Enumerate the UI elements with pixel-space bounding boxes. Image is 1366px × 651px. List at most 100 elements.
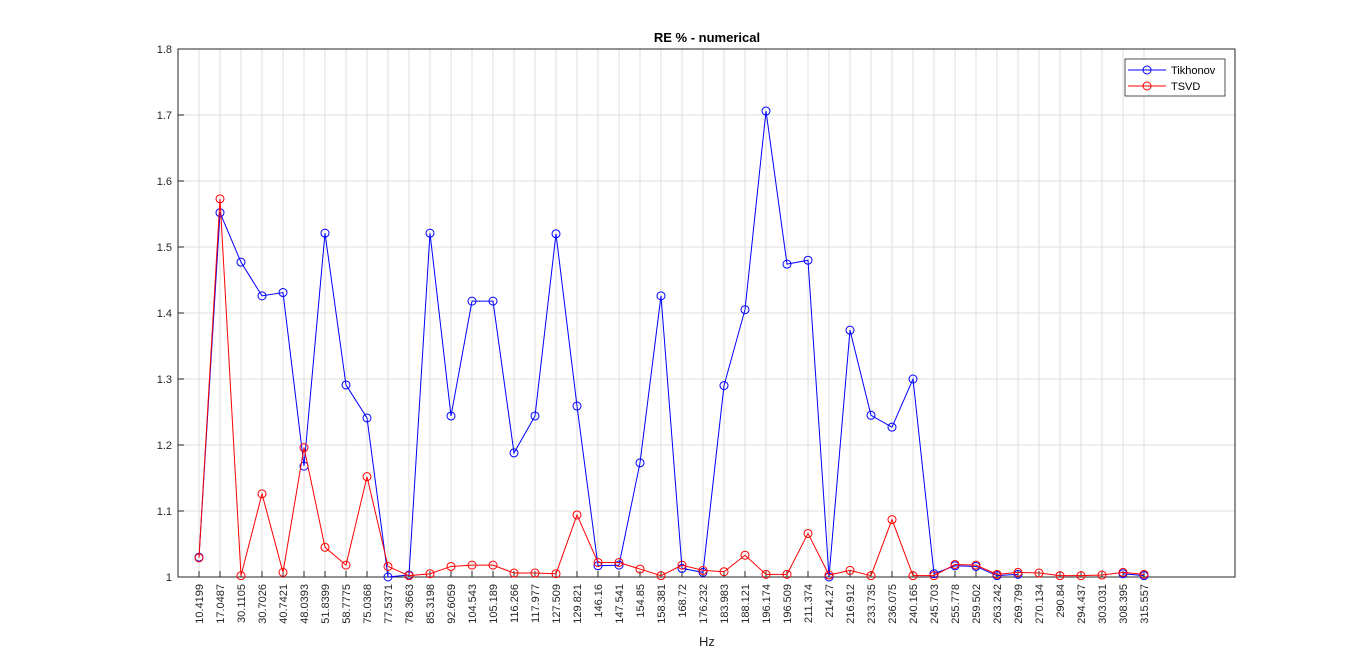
- x-tick-label: 58.7775: [341, 584, 353, 624]
- data-point-tikhonov: [278, 288, 288, 298]
- data-point-tikhonov: [677, 563, 687, 573]
- data-point-tsvd: [509, 568, 519, 578]
- x-tick-label: 117.977: [530, 584, 542, 623]
- x-tick-label: 85.3198: [425, 584, 437, 624]
- data-point-tsvd: [467, 560, 477, 570]
- x-tick-label: 146.16: [593, 584, 605, 618]
- x-tick-label: 78.3663: [404, 584, 416, 624]
- data-point-tikhonov: [425, 228, 435, 238]
- data-point-tikhonov: [215, 208, 225, 218]
- x-tick-label: 214.27: [824, 584, 836, 618]
- data-point-tsvd: [908, 571, 918, 581]
- data-point-tsvd: [488, 560, 498, 570]
- x-tick-label: 263.242: [992, 584, 1004, 624]
- data-point-tsvd: [761, 569, 771, 579]
- data-point-tikhonov: [320, 228, 330, 238]
- x-tick-label: 270.134: [1034, 584, 1046, 624]
- x-tick-label: 10.4199: [194, 584, 206, 624]
- data-point-tsvd: [971, 560, 981, 570]
- data-point-tsvd: [656, 571, 666, 581]
- x-tick-label: 196.174: [761, 584, 773, 624]
- x-axis: 10.4199 17.0487 30.1105 30.7026 40.7421 48.03…: [194, 571, 1151, 624]
- x-tick-label: 30.1105: [236, 584, 248, 623]
- data-point-tsvd: [320, 542, 330, 552]
- data-point-tsvd: [887, 515, 897, 525]
- legend-marker-tikhonov: [1142, 65, 1152, 75]
- x-tick-label: 129.821: [572, 584, 584, 624]
- data-point-tsvd: [1013, 567, 1023, 577]
- data-point-tikhonov: [740, 305, 750, 315]
- data-point-tikhonov: [257, 291, 267, 301]
- data-point-tsvd: [425, 569, 435, 579]
- series-tikhonov: [194, 106, 1149, 582]
- data-point-tikhonov: [446, 411, 456, 421]
- chart-title: RE % - numerical: [654, 30, 760, 45]
- data-point-tsvd: [572, 510, 582, 520]
- data-point-tikhonov: [383, 572, 393, 582]
- data-point-tsvd: [1034, 568, 1044, 578]
- x-tick-label: 77.5371: [383, 584, 395, 624]
- y-tick-label: 1: [166, 572, 172, 584]
- data-point-tsvd: [866, 571, 876, 581]
- x-tick-label: 240.165: [908, 584, 920, 624]
- data-point-tsvd: [236, 571, 246, 581]
- x-tick-label: 308.395: [1118, 584, 1130, 624]
- series-line-tikhonov: [198, 110, 1019, 578]
- legend-label-tikhonov: Tikhonov: [1171, 65, 1216, 77]
- x-axis-label: Hz: [699, 634, 715, 649]
- x-tick-label: 51.8399: [320, 584, 332, 624]
- x-tick-label: 40.7421: [278, 584, 290, 624]
- series-line-tsvd: [198, 198, 1145, 577]
- data-point-tsvd: [824, 570, 834, 580]
- data-point-tsvd: [446, 561, 456, 571]
- x-tick-label: 154.85: [635, 584, 647, 618]
- x-tick-label: 216.912: [845, 584, 857, 624]
- data-point-tsvd: [194, 553, 204, 563]
- legend: Tikhonov TSVD: [1124, 58, 1226, 97]
- data-point-tsvd: [383, 561, 393, 571]
- data-point-tsvd: [341, 560, 351, 570]
- x-tick-label: 294.437: [1076, 584, 1088, 624]
- x-tick-label: 48.0393: [299, 584, 311, 624]
- data-point-tikhonov: [887, 422, 897, 432]
- data-point-tsvd: [299, 443, 309, 453]
- x-tick-label: 158.381: [656, 584, 668, 624]
- x-tick-label: 303.031: [1097, 584, 1109, 624]
- data-point-tikhonov: [845, 325, 855, 335]
- series-tsvd: [194, 194, 1149, 581]
- data-point-tikhonov: [761, 106, 771, 116]
- x-tick-label: 269.799: [1013, 584, 1025, 624]
- data-point-tsvd: [593, 557, 603, 567]
- x-tick-label: 30.7026: [257, 584, 269, 624]
- data-point-tsvd: [782, 569, 792, 579]
- data-point-tsvd: [404, 571, 414, 581]
- x-tick-label: 188.121: [740, 584, 752, 624]
- data-point-tsvd: [1076, 571, 1086, 581]
- data-point-tikhonov: [803, 255, 813, 265]
- data-point-tsvd: [803, 528, 813, 538]
- legend-box: [1124, 58, 1226, 97]
- x-tick-label: 75.0368: [362, 584, 374, 624]
- x-tick-label: 183.983: [719, 584, 731, 624]
- legend-label-tsvd: TSVD: [1171, 81, 1200, 93]
- x-tick-label: 315.557: [1139, 584, 1151, 624]
- y-tick-label: 1.6: [157, 176, 172, 188]
- x-tick-label: 127.509: [551, 584, 563, 624]
- data-point-tikhonov: [572, 401, 582, 411]
- data-point-tikhonov: [467, 296, 477, 306]
- y-tick-label: 1.7: [157, 110, 172, 122]
- data-point-tsvd: [719, 567, 729, 577]
- x-tick-label: 259.502: [971, 584, 983, 624]
- data-point-tikhonov: [614, 560, 624, 570]
- data-point-tikhonov: [635, 458, 645, 468]
- data-point-tikhonov: [782, 259, 792, 269]
- data-point-tikhonov: [719, 381, 729, 391]
- data-point-tsvd: [1118, 567, 1128, 577]
- data-point-tsvd: [1097, 570, 1107, 580]
- y-tick-label: 1.8: [157, 44, 172, 56]
- data-point-tikhonov: [362, 413, 372, 423]
- data-point-tsvd: [929, 571, 939, 581]
- data-point-tikhonov: [341, 380, 351, 390]
- y-axis: 1 1.1 1.2 1.3 1.4 1.5 1.6 1.7 1.8: [157, 44, 184, 584]
- data-point-tsvd: [278, 567, 288, 577]
